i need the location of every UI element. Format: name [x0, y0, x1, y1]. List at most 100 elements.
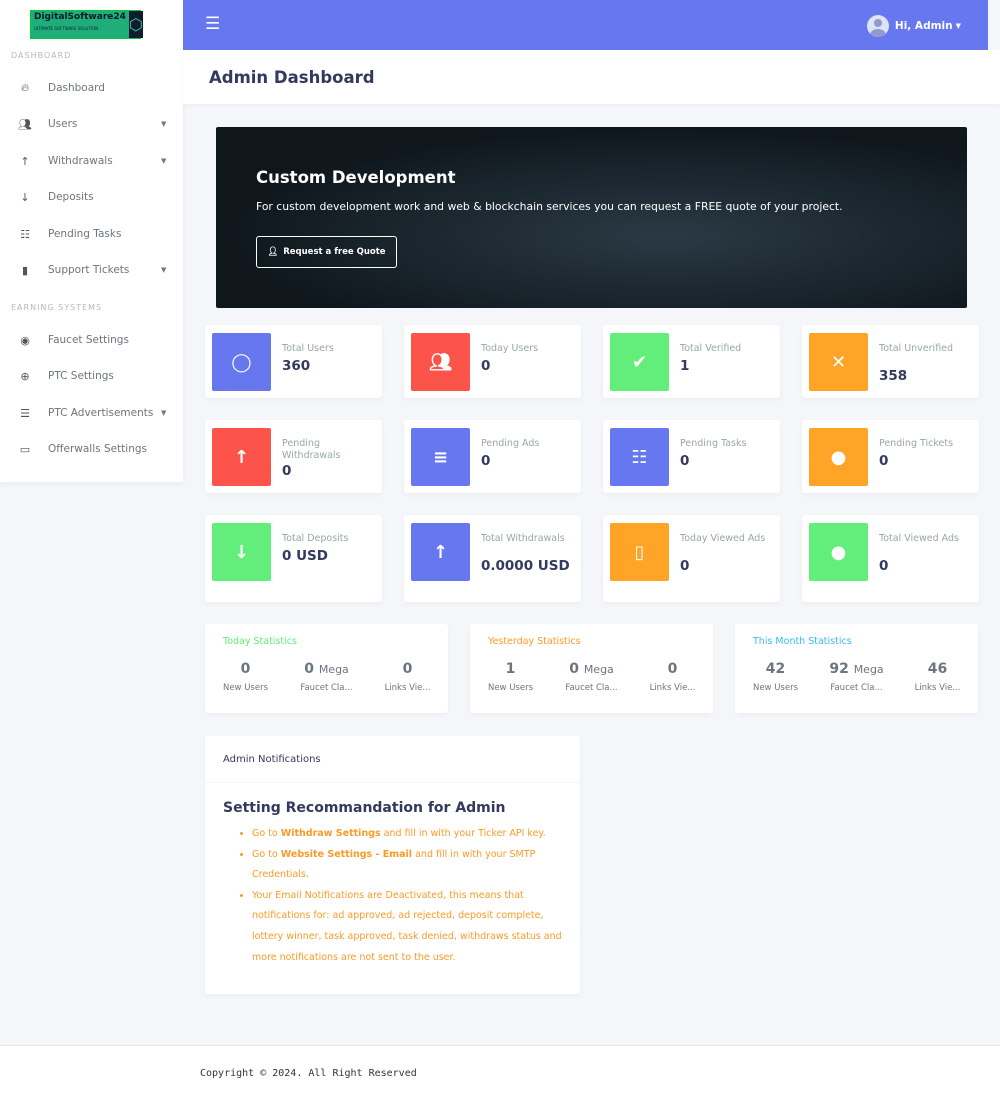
sidebar-item[interactable]: ☷ Pending Tasks: [0, 216, 183, 252]
users-icon: 👥︎: [18, 117, 32, 131]
user-icon: ◯: [212, 333, 271, 391]
card-value: 0: [879, 453, 889, 469]
stat-card: ● Pending Tickets 0: [802, 420, 979, 493]
card-title: Pending Ads: [481, 438, 540, 449]
notification-text: Your Email Notifications are Deactivated…: [252, 889, 562, 963]
faucet-label: Faucet Cla...: [565, 683, 618, 693]
sidebar-item[interactable]: ▮ Support Tickets ▼: [0, 252, 183, 288]
times-icon: ✕: [809, 333, 868, 391]
links-value: 0: [402, 661, 413, 677]
sidebar-item[interactable]: ◉ Faucet Settings: [0, 322, 183, 358]
sidebar-section-title: EARNING SYSTEMS: [11, 303, 103, 312]
user-greeting: Hi, Admin: [894, 20, 953, 32]
notification-item: Your Email Notifications are Deactivated…: [252, 886, 562, 968]
card-value: 0.0000 USD: [481, 558, 570, 574]
arrow-down-icon: ↓: [20, 190, 30, 204]
card-value: 360: [282, 358, 311, 374]
stat-card: ↑ Pending Withdrawals 0: [205, 420, 382, 493]
globe-icon: ⊕: [20, 369, 30, 383]
sidebar-item-label: Dashboard: [48, 82, 105, 94]
comment-icon: ●: [809, 428, 868, 486]
brand-logo[interactable]: DigitalSoftware24 ULTIMATE SOFTWARE SOLUT…: [30, 10, 143, 39]
sidebar-item-label: PTC Settings: [48, 370, 114, 382]
settings-link[interactable]: Withdraw Settings: [280, 828, 381, 839]
statistics-title: This Month Statistics: [753, 636, 852, 647]
sidebar-item[interactable]: ↓ Deposits: [0, 179, 183, 215]
settings-link[interactable]: Website Settings - Email: [280, 848, 413, 860]
notification-text: and fill in with your Ticker API key.: [380, 828, 546, 839]
faucet-value: 92: [829, 661, 849, 677]
notification-item: Go to Website Settings - Email and fill …: [252, 845, 562, 886]
caret-down-icon: ▼: [161, 120, 167, 128]
banner-title: Custom Development: [256, 168, 456, 187]
avatar: [866, 15, 889, 37]
sidebar-item[interactable]: ⊕ PTC Settings: [0, 358, 183, 394]
user-menu[interactable]: Hi, Admin ▼: [866, 15, 961, 37]
links-label: Links Vie...: [384, 683, 431, 693]
users-icon: 👥︎: [411, 333, 470, 391]
arrow-up-icon: ↑: [212, 428, 271, 486]
arrow-up-icon: ↑: [20, 154, 30, 168]
card-value: 1: [680, 358, 690, 374]
banner-text: For custom development work and web & bl…: [256, 200, 843, 213]
footer: Copyright © 2024. All Right Reserved: [0, 1045, 1000, 1095]
card-title: Pending Tickets: [879, 438, 954, 449]
stat-card: ● Total Viewed Ads 0: [802, 515, 979, 602]
sidebar-item[interactable]: 👥︎ Users ▼: [0, 106, 183, 142]
card-value: 0: [481, 358, 491, 374]
notifications-header: Admin Notifications: [205, 736, 580, 783]
sidebar-item-label: Offerwalls Settings: [48, 443, 148, 455]
stat-card: ▯ Today Viewed Ads 0: [603, 515, 780, 602]
links-value: 46: [927, 661, 948, 677]
statistics-title: Today Statistics: [223, 636, 297, 647]
stat-card: ☷ Pending Tasks 0: [603, 420, 780, 493]
stat-card: ✔ Total Verified 1: [603, 325, 780, 398]
notification-text: and fill in with your SMTP Credentials.: [252, 848, 536, 881]
laptop-icon: ▭: [19, 442, 31, 456]
stat-card: ↑ Total Withdrawals 0.0000 USD: [404, 515, 581, 602]
request-quote-label: Request a free Quote: [283, 247, 386, 257]
fire-icon: 🔥︎: [20, 81, 30, 94]
sidebar-item-label: Support Tickets: [48, 264, 130, 276]
sidebar-item[interactable]: ☰ PTC Advertisements ▼: [0, 395, 183, 431]
new-users-value: 1: [505, 661, 516, 677]
arrow-up-icon: ↑: [411, 523, 470, 581]
sidebar-item[interactable]: ▭ Offerwalls Settings: [0, 431, 183, 467]
stat-card: 👥︎ Today Users 0: [404, 325, 581, 398]
bars-icon: ☰: [20, 406, 30, 420]
stat-card: ◯ Total Users 360: [205, 325, 382, 398]
sidebar-item-label: Withdrawals: [48, 155, 113, 167]
page-header: Admin Dashboard: [183, 50, 1000, 104]
links-value: 0: [667, 661, 678, 677]
notification-text: Go to: [252, 828, 281, 839]
card-title: Total Unverified: [879, 343, 954, 354]
chevron-down-icon: ▼: [955, 22, 961, 30]
notification-text: Go to: [252, 848, 281, 860]
faucet-unit: Mega: [318, 663, 349, 676]
faucet-label: Faucet Cla...: [300, 683, 353, 693]
statistics-title: Yesterday Statistics: [488, 636, 581, 647]
custom-development-banner: Custom Development For custom developmen…: [216, 127, 967, 308]
notifications-list: Go to Withdraw Settings and fill in with…: [252, 824, 562, 968]
sidebar-item-label: Pending Tasks: [48, 228, 122, 240]
request-quote-button[interactable]: 👤︎ Request a free Quote: [256, 236, 397, 268]
new-users-value: 42: [765, 661, 786, 677]
page-title: Admin Dashboard: [209, 68, 375, 87]
user-icon: 👤︎: [267, 247, 279, 257]
new-users-label: New Users: [487, 683, 534, 693]
caret-down-icon: ▼: [161, 157, 167, 165]
card-title: Total Verified: [680, 343, 742, 354]
sidebar-item-label: Deposits: [48, 191, 94, 203]
sidebar-item-label: PTC Advertisements: [48, 407, 154, 419]
sidebar-item[interactable]: 🔥︎ Dashboard: [0, 70, 183, 106]
file-icon: ▯: [610, 523, 669, 581]
card-title: Total Deposits: [282, 533, 349, 544]
new-users-label: New Users: [752, 683, 799, 693]
sidebar-item-label: Users: [48, 118, 78, 130]
card-value: 0: [680, 453, 690, 469]
arrow-down-icon: ↓: [212, 523, 271, 581]
sidebar-item-label: Faucet Settings: [48, 334, 129, 346]
sidebar-item[interactable]: ↑ Withdrawals ▼: [0, 143, 183, 179]
menu-toggle-icon[interactable]: ☰: [205, 14, 221, 34]
copyright: Copyright © 2024. All Right Reserved: [200, 1068, 417, 1079]
